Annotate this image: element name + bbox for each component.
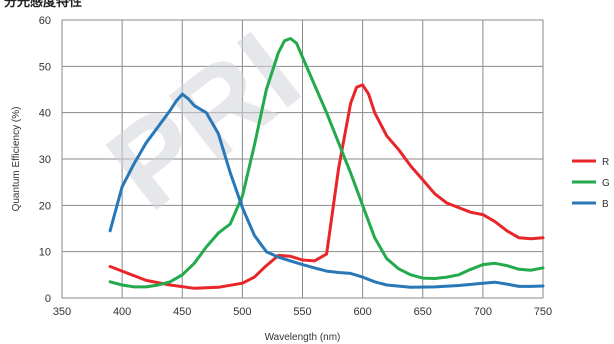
clipped-chart-title: 分光感度特性 — [4, 0, 82, 9]
legend-label-g: G — [602, 178, 610, 189]
axis-ticks: 350 400 450 500 550 600 650 700 750 0 10 20 30 40 50 60 — [39, 15, 552, 318]
series-line-b — [108, 92, 545, 289]
x-tick-label: 600 — [353, 306, 371, 318]
series-lines — [108, 37, 545, 290]
x-tick-label: 750 — [534, 306, 552, 318]
y-tick-label: 20 — [39, 200, 51, 212]
y-tick-label: 10 — [39, 247, 51, 259]
x-tick-label: 450 — [173, 306, 191, 318]
legend-label-b: B — [602, 199, 609, 210]
plot-grid — [61, 19, 544, 299]
y-tick-label: 30 — [39, 154, 51, 166]
series-line-r — [108, 83, 545, 290]
series-line-g — [108, 37, 545, 289]
legend: RGB — [572, 157, 610, 210]
y-axis-label: Quantum Efficiency (%) — [11, 107, 22, 212]
y-tick-label: 60 — [39, 15, 51, 27]
x-tick-label: 350 — [53, 306, 71, 318]
x-tick-label: 500 — [233, 306, 251, 318]
y-tick-label: 40 — [39, 108, 51, 120]
x-tick-label: 650 — [414, 306, 432, 318]
x-axis-label: Wavelength (nm) — [265, 332, 341, 343]
x-tick-label: 700 — [474, 306, 492, 318]
x-tick-label: 400 — [113, 306, 131, 318]
x-tick-label: 550 — [293, 306, 311, 318]
legend-label-r: R — [602, 157, 609, 168]
y-tick-label: 0 — [45, 293, 51, 305]
y-tick-label: 50 — [39, 61, 51, 73]
